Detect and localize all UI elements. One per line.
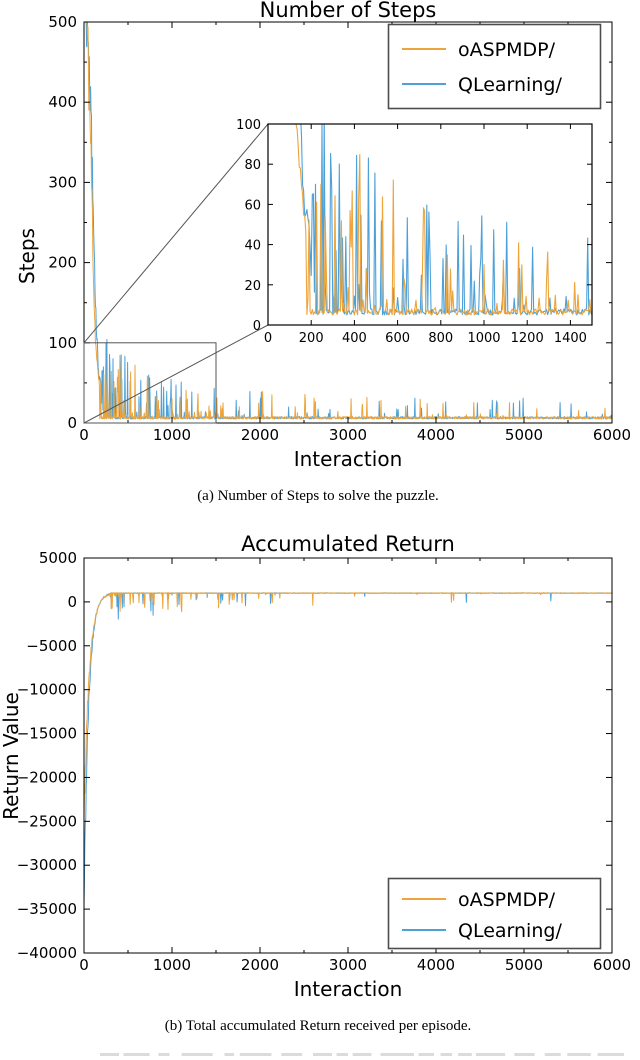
y-axis-label-steps: Steps: [15, 228, 39, 284]
chart-title-return: Accumulated Return: [241, 532, 455, 556]
series-line-oaspmdp: [84, 22, 612, 420]
cropped-glyph-top: [514, 1053, 535, 1056]
return-series-layer: [84, 592, 612, 905]
x-tick-label: 0: [79, 956, 89, 974]
y-tick-label: −5000: [26, 637, 77, 655]
y-tick-label: −25000: [17, 812, 77, 830]
inset-axes-ticks: 0 200 400 600 800 1000 1200 1400 0 20 40 60 80 100: [236, 118, 592, 346]
y-tick-label: −20000: [17, 768, 77, 786]
cropped-glyph-top: [181, 1053, 213, 1056]
y-tick-label: 200: [48, 254, 77, 272]
y-tick-label: 0: [253, 319, 261, 334]
x-tick-label: 1200: [511, 331, 544, 346]
x-tick-label: 2000: [241, 426, 279, 444]
inset-series-layer: [295, 124, 592, 316]
y-tick-label: 80: [244, 158, 261, 173]
cropped-glyph-top: [281, 1053, 303, 1056]
y-tick-label: −40000: [17, 944, 77, 962]
x-tick-label: 800: [428, 331, 453, 346]
steps-legend: oASPMDP/ QLearning/: [387, 23, 602, 110]
inset-connector-bottom: [83, 324, 269, 424]
y-tick-label: 20: [244, 279, 261, 294]
steps-axes-ticks: 0 1000 2000 3000 4000 5000 6000010020030040050…: [48, 13, 631, 444]
subcaption-b: (b) Total accumulated Return received pe…: [165, 1018, 471, 1034]
y-tick-label: 5000: [39, 549, 77, 567]
subcaption-a: (a) Number of Steps to solve the puzzle.: [197, 488, 439, 504]
legend-label-qlearning: QLearning/: [458, 920, 562, 942]
y-tick-label: −30000: [17, 856, 77, 874]
y-tick-label: −10000: [17, 681, 77, 699]
x-tick-label: 3000: [329, 426, 367, 444]
y-axis-label-return: Return Value: [0, 692, 23, 820]
cropped-glyph-top: [418, 1053, 435, 1056]
cropped-glyph-top: [158, 1053, 170, 1056]
x-tick-label: 4000: [417, 956, 455, 974]
y-tick-label: 40: [244, 239, 261, 254]
x-tick-label: 0: [264, 331, 272, 346]
x-tick-label: 1400: [554, 331, 587, 346]
cropped-glyph-top: [597, 1053, 625, 1056]
cropped-glyph-top: [380, 1053, 414, 1056]
cropped-text-remnant: [100, 1053, 625, 1056]
y-tick-label: 100: [48, 334, 77, 352]
x-tick-label: 200: [299, 331, 324, 346]
x-tick-label: 1000: [467, 331, 500, 346]
x-tick-label: 2000: [241, 956, 279, 974]
x-tick-label: 5000: [505, 426, 543, 444]
cropped-glyph-top: [352, 1053, 372, 1056]
cropped-glyph-top: [239, 1053, 272, 1056]
cropped-glyph-top: [567, 1053, 591, 1056]
x-tick-label: 1000: [153, 426, 191, 444]
cropped-glyph-top: [458, 1053, 472, 1056]
y-tick-label: 300: [48, 173, 77, 191]
cropped-glyph-top: [123, 1053, 150, 1056]
x-tick-label: 0: [79, 426, 89, 444]
series-line-oaspmdp: [84, 592, 612, 816]
zoom-region-rect: [83, 342, 217, 424]
return-axes-ticks: 0 1000 2000 3000 4000 5000 6000 5000 0 −5000 −1000…: [17, 549, 631, 974]
cropped-glyph-top: [440, 1053, 453, 1056]
legend-label-qlearning: QLearning/: [458, 74, 562, 96]
x-tick-label: 4000: [417, 426, 455, 444]
chart-title-steps: Number of Steps: [260, 0, 437, 22]
y-tick-label: 400: [48, 93, 77, 111]
legend-box: [387, 23, 602, 110]
cropped-glyph-top: [100, 1053, 120, 1056]
y-tick-label: −15000: [17, 725, 77, 743]
x-tick-label: 400: [342, 331, 367, 346]
x-tick-label: 6000: [593, 426, 631, 444]
y-tick-label: 500: [48, 13, 77, 31]
inset-connector-top: [83, 123, 269, 344]
y-tick-label: 100: [236, 118, 261, 133]
cropped-glyph-top: [224, 1053, 234, 1056]
cropped-glyph-top: [544, 1053, 561, 1056]
x-tick-label: 5000: [505, 956, 543, 974]
return-legend: oASPMDP/ QLearning/: [387, 877, 602, 950]
x-tick-label: 3000: [329, 956, 367, 974]
y-tick-label: −35000: [17, 900, 77, 918]
cropped-glyph-top: [313, 1053, 333, 1056]
x-axis-label-return: Interaction: [294, 977, 403, 1001]
x-axis-label-steps: Interaction: [294, 447, 403, 471]
legend-label-oaspmdp: oASPMDP/: [458, 889, 556, 911]
series-line-qlearning: [84, 592, 612, 905]
x-tick-label: 1000: [153, 956, 191, 974]
inset-plot-frame: [267, 123, 593, 326]
x-tick-label: 6000: [593, 956, 631, 974]
legend-label-oaspmdp: oASPMDP/: [458, 39, 556, 61]
cropped-glyph-top: [336, 1053, 348, 1056]
cropped-glyph-top: [475, 1053, 506, 1056]
y-tick-label: 60: [244, 198, 261, 213]
y-tick-label: 0: [67, 593, 77, 611]
y-tick-label: 0: [67, 414, 77, 432]
inset-line-oaspmdp: [295, 124, 592, 316]
x-tick-label: 600: [385, 331, 410, 346]
legend-box: [387, 877, 602, 950]
